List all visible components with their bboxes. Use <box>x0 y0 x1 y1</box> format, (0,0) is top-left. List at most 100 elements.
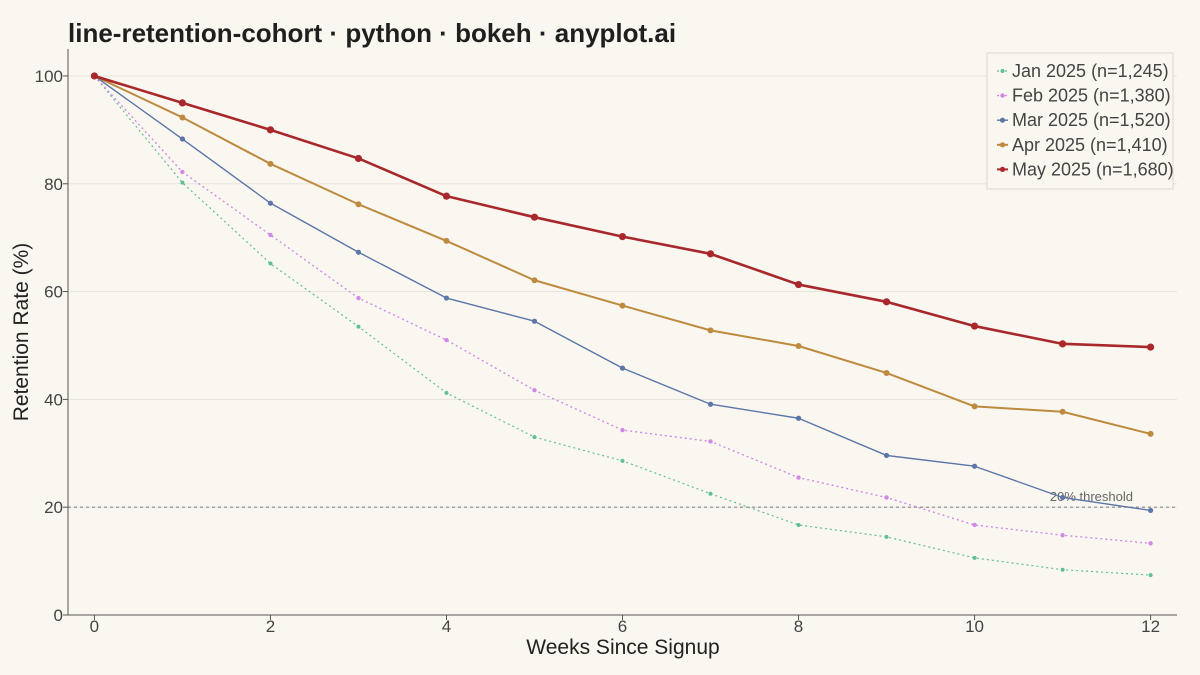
data-point-may <box>530 213 539 221</box>
x-tick-label: 12 <box>1141 617 1160 636</box>
data-point-feb <box>1060 533 1065 538</box>
data-point-jan <box>1060 567 1065 572</box>
y-tick-label: 60 <box>44 283 63 302</box>
data-point-may <box>354 154 363 163</box>
series-group <box>90 72 1155 578</box>
data-point-feb <box>356 295 361 301</box>
data-point-apr <box>707 327 714 334</box>
data-point-feb <box>796 475 801 480</box>
legend-swatch-marker <box>999 142 1006 148</box>
x-tick-label: 8 <box>794 617 803 636</box>
legend-item-apr: Apr 2025 (n=1,410) <box>997 135 1168 155</box>
series-jan <box>92 73 1153 578</box>
legend-item-jan: Jan 2025 (n=1,245) <box>997 61 1169 81</box>
data-point-feb <box>532 388 537 393</box>
data-point-apr <box>1059 408 1066 415</box>
data-point-jan <box>1148 573 1153 578</box>
data-point-mar <box>971 463 978 469</box>
x-tick-label: 4 <box>442 617 451 636</box>
legend-swatch-marker <box>1000 69 1005 73</box>
data-point-feb <box>884 495 889 500</box>
data-point-mar <box>443 295 450 301</box>
data-point-mar <box>619 365 626 371</box>
legend-item-feb: Feb 2025 (n=1,380) <box>997 86 1171 106</box>
data-point-mar <box>531 318 538 324</box>
data-point-jan <box>796 522 801 527</box>
x-tick-label: 10 <box>965 617 984 636</box>
data-point-apr <box>619 302 626 309</box>
data-point-apr <box>795 343 802 350</box>
data-point-mar <box>1147 507 1154 514</box>
y-tick-label: 20 <box>44 498 63 517</box>
data-point-may <box>178 99 187 107</box>
legend-label: Mar 2025 (n=1,520) <box>1012 110 1171 130</box>
data-point-apr <box>971 403 978 410</box>
data-point-jan <box>708 491 713 496</box>
data-point-apr <box>355 201 362 208</box>
legend-item-mar: Mar 2025 (n=1,520) <box>997 110 1171 130</box>
data-point-may <box>970 322 979 330</box>
x-tick-label: 6 <box>618 617 627 636</box>
data-point-feb <box>620 427 625 433</box>
data-point-jan <box>884 534 889 539</box>
data-point-may <box>794 280 803 289</box>
data-point-mar <box>707 401 714 407</box>
series-mar <box>91 73 1154 514</box>
data-point-jan <box>532 435 537 440</box>
threshold-label: 20% threshold <box>1050 489 1133 504</box>
legend-label: Feb 2025 (n=1,380) <box>1012 86 1171 106</box>
x-axis-label: Weeks Since Signup <box>526 636 719 659</box>
data-point-feb <box>268 232 273 238</box>
data-point-mar <box>795 415 802 421</box>
x-tick-label: 2 <box>266 617 275 636</box>
data-point-may <box>442 192 451 200</box>
data-point-jan <box>268 261 273 266</box>
data-point-jan <box>180 180 185 185</box>
legend: Jan 2025 (n=1,245) Feb 2025 (n=1,380) Mar … <box>986 52 1174 190</box>
data-point-may <box>1058 340 1067 348</box>
data-point-apr <box>179 114 186 121</box>
data-point-mar <box>179 136 186 142</box>
data-point-jan <box>444 390 449 395</box>
data-point-mar <box>355 249 362 255</box>
data-point-apr <box>531 277 538 284</box>
data-point-feb <box>1148 541 1153 546</box>
data-point-may <box>266 126 275 134</box>
legend-label: Apr 2025 (n=1,410) <box>1012 135 1168 155</box>
legend-label: Jan 2025 (n=1,245) <box>1012 61 1169 81</box>
x-tick-label: 0 <box>90 617 99 636</box>
data-point-may <box>90 72 99 80</box>
data-point-apr <box>883 369 890 376</box>
series-may <box>90 72 1155 351</box>
legend-item-may: May 2025 (n=1,680) <box>997 159 1174 179</box>
legend-swatch-marker <box>999 117 1006 123</box>
axes: 0 20 40 60 80 100 0 2 4 6 8 10 12 <box>35 49 1177 636</box>
data-point-apr <box>267 160 274 167</box>
data-point-jan <box>972 555 977 560</box>
data-point-apr <box>1147 430 1154 437</box>
chart-title: line-retention-cohort · python · bokeh ·… <box>68 18 676 48</box>
legend-label: May 2025 (n=1,680) <box>1012 159 1174 179</box>
legend-swatch-marker <box>999 166 1006 172</box>
data-point-jan <box>356 324 361 329</box>
y-axis-label: Retention Rate (%) <box>10 243 33 422</box>
y-tick-label: 80 <box>44 175 63 194</box>
legend-box <box>986 52 1174 190</box>
legend-swatch-marker <box>1000 93 1005 98</box>
data-point-may <box>706 250 715 258</box>
y-tick-label: 100 <box>35 67 63 86</box>
threshold-line-group: 20% threshold <box>68 489 1177 508</box>
data-point-feb <box>972 522 977 528</box>
data-point-may <box>882 298 891 306</box>
data-point-apr <box>443 237 450 244</box>
data-point-feb <box>180 169 185 175</box>
data-point-feb <box>444 337 449 343</box>
data-point-may <box>618 232 627 241</box>
data-point-mar <box>1059 494 1066 501</box>
data-point-jan <box>620 458 625 463</box>
data-point-may <box>1146 343 1155 351</box>
data-point-feb <box>708 439 713 444</box>
data-point-mar <box>883 452 890 459</box>
y-tick-label: 0 <box>54 606 63 625</box>
